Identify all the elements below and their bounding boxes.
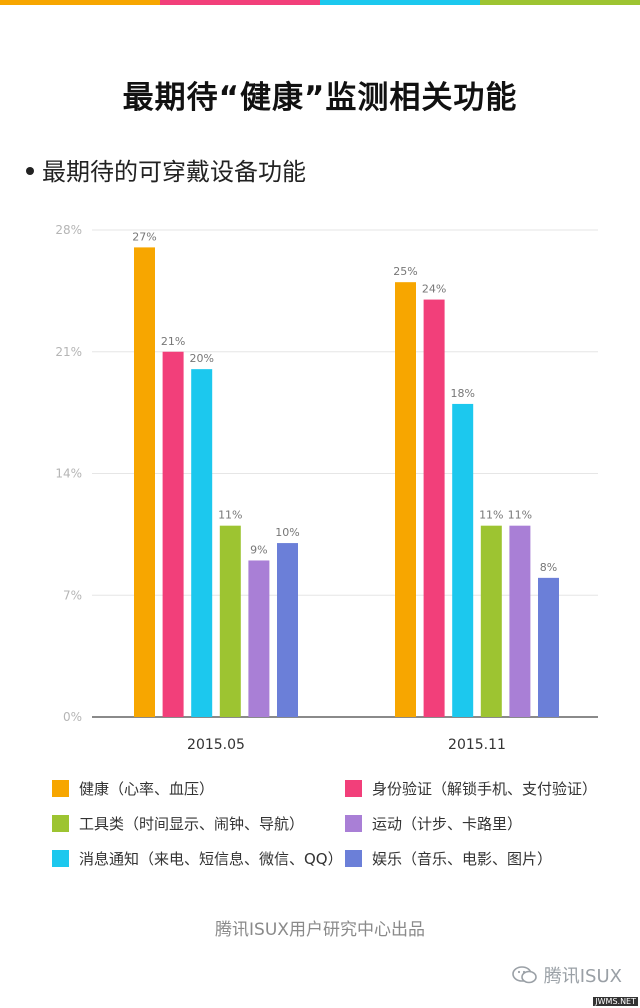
legend-swatch (345, 850, 362, 867)
y-tick-label: 21% (55, 345, 82, 359)
bar (248, 560, 270, 717)
watermark-text: 腾讯ISUX (543, 966, 622, 987)
top-bar-segment-2 (160, 0, 320, 5)
wechat-icon (511, 966, 537, 984)
legend-swatch (345, 815, 362, 832)
corner-mark: JWMS.NET (593, 997, 638, 1006)
bar-value-label: 8% (540, 561, 557, 574)
bar-value-label: 24% (422, 283, 446, 296)
legend-label: 运动（计步、卡路里） (372, 815, 523, 833)
top-bar-segment-3 (320, 0, 480, 5)
y-tick-label: 14% (55, 467, 82, 481)
page-title: 最期待“健康”监测相关功能 (122, 80, 518, 116)
x-category-label: 2015.11 (448, 737, 506, 753)
legend-label: 娱乐（音乐、电影、图片） (372, 850, 553, 868)
subtitle-text: 最期待的可穿戴设备功能 (42, 158, 306, 186)
bar (538, 577, 559, 717)
bullet-dot (26, 167, 34, 175)
bar (423, 299, 445, 717)
y-tick-label: 7% (63, 588, 82, 602)
legend-item: 运动（计步、卡路里） (345, 813, 522, 834)
legend-item: 娱乐（音乐、电影、图片） (345, 848, 552, 869)
bar (277, 543, 298, 717)
bar (509, 525, 531, 717)
bar-value-label: 11% (508, 509, 532, 522)
x-category-label: 2015.05 (187, 737, 245, 753)
legend-swatch (345, 780, 362, 797)
bar-value-label: 27% (132, 230, 156, 243)
watermark: 腾讯ISUX (511, 962, 622, 988)
legend-item: 消息通知（来电、短信息、微信、QQ） (52, 848, 343, 869)
bar-value-label: 10% (275, 526, 299, 539)
bar-value-label: 11% (479, 509, 503, 522)
bar-value-label: 21% (161, 335, 185, 348)
bar-value-label: 9% (250, 543, 267, 556)
bar (162, 351, 184, 717)
legend-item: 身份验证（解锁手机、支付验证） (345, 778, 597, 799)
legend-item: 健康（心率、血压） (52, 778, 214, 799)
bar (134, 247, 155, 717)
bar (191, 369, 213, 717)
y-tick-label: 0% (63, 710, 82, 724)
legend-swatch (52, 815, 69, 832)
top-bar-segment-4 (480, 0, 640, 5)
legend-label: 工具类（时间显示、闹钟、导航） (79, 815, 305, 833)
legend-label: 身份验证（解锁手机、支付验证） (372, 780, 598, 798)
bar (452, 403, 474, 717)
bar-value-label: 20% (189, 352, 213, 365)
bar (395, 282, 416, 717)
bar-chart: 0% 7% 14% 21% 28% 27% 21% 20% 11% 9% 10% 2015.05 25%… (55, 223, 598, 753)
bar (219, 525, 241, 717)
top-color-bar (0, 0, 640, 5)
bar-value-label: 11% (218, 509, 242, 522)
bar (480, 525, 502, 717)
top-bar-segment-1 (0, 0, 160, 5)
y-tick-label: 28% (55, 223, 82, 237)
section-subtitle: 最期待的可穿戴设备功能 (26, 152, 306, 187)
bar-value-label: 25% (393, 265, 417, 278)
bar-value-label: 18% (450, 387, 474, 400)
credit-text: 腾讯ISUX用户研究中心出品 (215, 920, 425, 940)
legend-item: 工具类（时间显示、闹钟、导航） (52, 813, 304, 834)
legend-label: 健康（心率、血压） (79, 780, 215, 798)
legend-swatch (52, 780, 69, 797)
legend-label: 消息通知（来电、短信息、微信、QQ） (79, 850, 343, 868)
legend-swatch (52, 850, 69, 867)
